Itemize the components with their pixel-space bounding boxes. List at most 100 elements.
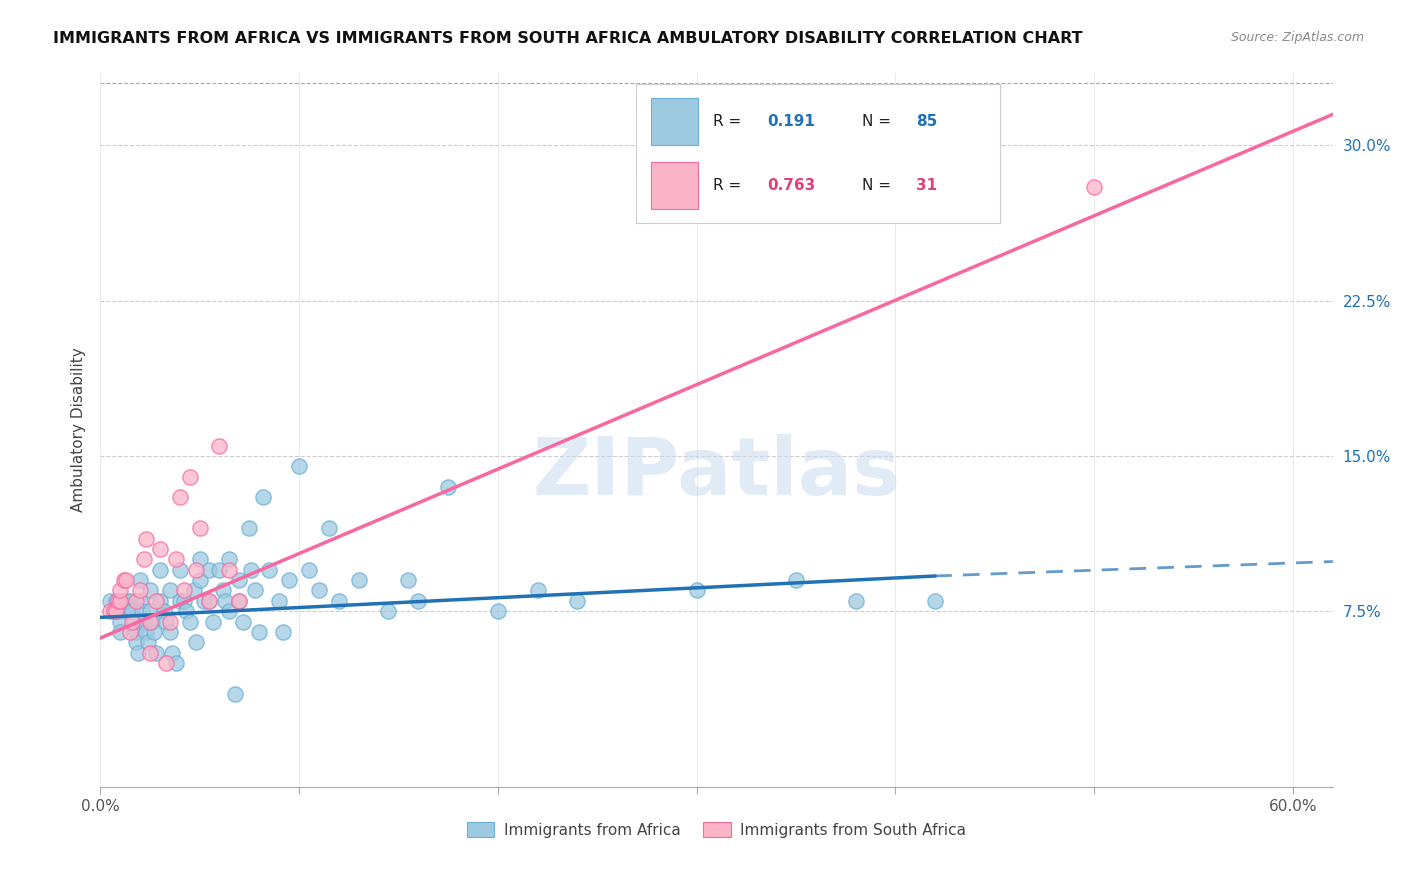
Point [149,563,172,577]
Point [105,594,128,608]
Point [526,583,548,598]
Point [118,604,141,618]
Point [347,573,370,587]
Point [145,594,167,608]
Point [198,594,221,608]
Point [169,491,191,505]
Point [98,604,121,618]
Point [105,604,128,618]
Point [288,459,311,474]
Point [278,573,301,587]
Point [267,594,290,608]
Point [228,573,250,587]
Point [128,594,150,608]
Point [165,656,187,670]
Point [108,615,131,629]
Point [159,615,181,629]
Point [107,604,129,618]
Point [308,583,330,598]
Point [118,594,141,608]
Point [125,635,148,649]
Point [136,635,159,649]
Point [218,563,240,577]
Point [103,604,125,618]
Legend: Immigrants from Africa, Immigrants from South Africa: Immigrants from Africa, Immigrants from … [461,816,972,844]
Point [139,604,162,618]
Point [132,615,155,629]
Text: ZIPatlas: ZIPatlas [533,434,901,512]
Point [108,604,131,618]
Point [257,563,280,577]
Point [108,594,131,608]
Point [328,594,350,608]
Point [118,624,141,639]
Point [139,615,162,629]
Point [1083,179,1105,194]
Point [108,594,131,608]
Point [152,604,174,618]
Point [252,491,274,505]
Point [112,573,135,587]
Point [155,615,177,629]
Point [125,624,148,639]
Point [149,542,172,557]
Point [232,615,254,629]
Point [173,594,195,608]
Point [183,583,205,598]
Point [128,573,150,587]
Point [198,594,221,608]
Point [845,594,868,608]
Point [107,594,129,608]
Point [247,624,270,639]
Point [132,552,155,566]
Point [218,604,240,618]
Point [924,594,946,608]
Point [121,615,143,629]
Point [98,594,121,608]
Point [188,573,211,587]
Point [214,594,236,608]
Point [208,563,231,577]
Point [173,583,195,598]
Point [298,563,321,577]
Point [271,624,294,639]
Point [117,594,139,608]
Point [208,439,231,453]
Point [169,563,191,577]
Point [377,604,399,618]
Point [179,469,201,483]
Point [228,594,250,608]
Point [121,604,143,618]
Point [159,624,181,639]
Point [785,573,807,587]
Point [179,615,201,629]
Point [184,563,207,577]
Point [238,521,260,535]
Point [240,563,263,577]
Point [437,480,460,494]
Point [108,583,131,598]
Point [184,635,207,649]
Point [142,624,165,639]
Point [125,594,148,608]
Point [198,563,221,577]
Point [122,615,145,629]
Point [139,583,162,598]
Point [406,594,429,608]
Point [188,552,211,566]
Point [112,594,135,608]
Point [145,646,167,660]
Y-axis label: Ambulatory Disability: Ambulatory Disability [72,348,86,512]
Point [228,594,250,608]
Point [165,552,187,566]
Point [188,521,211,535]
Point [135,624,157,639]
Point [174,604,197,618]
Point [218,552,240,566]
Point [135,532,157,546]
Point [685,583,707,598]
Point [159,583,181,598]
Point [149,594,172,608]
Point [169,594,191,608]
Point [115,604,138,618]
